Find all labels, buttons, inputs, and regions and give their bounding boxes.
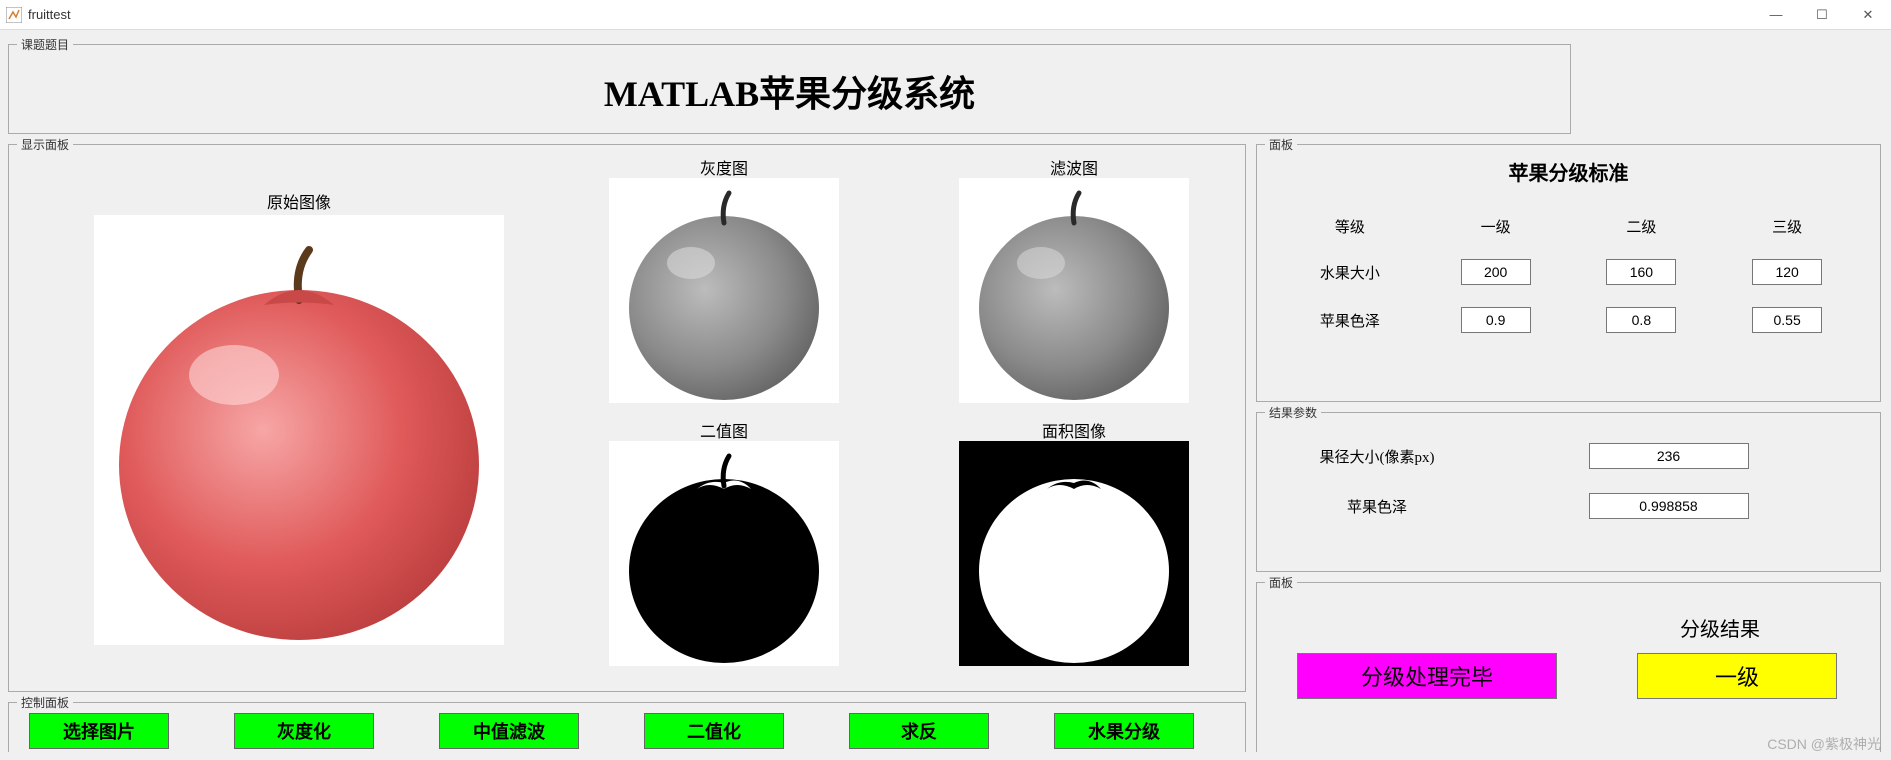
grade-panel: 面板 分级结果 分级处理完毕 一级	[1256, 582, 1881, 752]
size-l1-input[interactable]	[1461, 259, 1531, 285]
original-image	[94, 215, 504, 645]
color-result-label: 苹果色泽	[1277, 496, 1477, 517]
window-title: fruittest	[28, 7, 71, 22]
control-panel: 控制面板 选择图片 灰度化 中值滤波 二值化 求反 水果分级	[8, 702, 1246, 752]
header-l1: 一级	[1423, 216, 1569, 237]
process-status: 分级处理完毕	[1297, 653, 1557, 699]
row-color-label: 苹果色泽	[1277, 310, 1423, 331]
header-l3: 三级	[1714, 216, 1860, 237]
grade-title: 分级结果	[1620, 613, 1820, 642]
display-panel: 显示面板 原始图像 灰度图 滤波图	[8, 144, 1246, 692]
standard-table: 等级 一级 二级 三级 水果大小 苹果色泽	[1257, 186, 1880, 343]
original-image-label: 原始图像	[9, 189, 589, 213]
size-l2-input[interactable]	[1606, 259, 1676, 285]
result-panel: 结果参数 果径大小(像素px) 苹果色泽	[1256, 412, 1881, 572]
color-l3-input[interactable]	[1752, 307, 1822, 333]
binarize-button[interactable]: 二值化	[644, 713, 784, 749]
watermark: CSDN @紫极神光	[1767, 734, 1881, 754]
topic-panel: 课题题目 MATLAB苹果分级系统	[8, 44, 1571, 134]
result-panel-legend: 结果参数	[1265, 404, 1321, 421]
close-button[interactable]: ✕	[1845, 0, 1891, 30]
binary-image	[609, 441, 839, 666]
gray-image	[609, 178, 839, 403]
app-title: MATLAB苹果分级系统	[9, 45, 1570, 117]
control-panel-legend: 控制面板	[17, 694, 73, 711]
minimize-button[interactable]: —	[1753, 0, 1799, 30]
maximize-button[interactable]: ☐	[1799, 0, 1845, 30]
header-level: 等级	[1277, 216, 1423, 237]
filtered-image-label: 滤波图	[939, 155, 1209, 179]
grade-button[interactable]: 水果分级	[1054, 713, 1194, 749]
diameter-value[interactable]	[1589, 443, 1749, 469]
invert-button[interactable]: 求反	[849, 713, 989, 749]
gray-image-label: 灰度图	[589, 155, 859, 179]
display-panel-legend: 显示面板	[17, 136, 73, 153]
topic-panel-legend: 课题题目	[17, 36, 73, 53]
grayscale-button[interactable]: 灰度化	[234, 713, 374, 749]
color-l1-input[interactable]	[1461, 307, 1531, 333]
color-l2-input[interactable]	[1606, 307, 1676, 333]
filtered-image	[959, 178, 1189, 403]
color-result-value[interactable]	[1589, 493, 1749, 519]
standard-panel-legend: 面板	[1265, 136, 1297, 153]
window-titlebar: fruittest — ☐ ✕	[0, 0, 1891, 30]
select-image-button[interactable]: 选择图片	[29, 713, 169, 749]
diameter-label: 果径大小(像素px)	[1277, 446, 1477, 467]
grade-result: 一级	[1637, 653, 1837, 699]
standard-title: 苹果分级标准	[1257, 145, 1880, 186]
matlab-icon	[6, 7, 22, 23]
row-size-label: 水果大小	[1277, 262, 1423, 283]
size-l3-input[interactable]	[1752, 259, 1822, 285]
grade-panel-legend: 面板	[1265, 574, 1297, 591]
area-image	[959, 441, 1189, 666]
header-l2: 二级	[1569, 216, 1715, 237]
binary-image-label: 二值图	[589, 418, 859, 442]
window-controls: — ☐ ✕	[1753, 0, 1891, 30]
median-filter-button[interactable]: 中值滤波	[439, 713, 579, 749]
area-image-label: 面积图像	[939, 418, 1209, 442]
standard-panel: 面板 苹果分级标准 等级 一级 二级 三级 水果大小 苹果色泽	[1256, 144, 1881, 402]
